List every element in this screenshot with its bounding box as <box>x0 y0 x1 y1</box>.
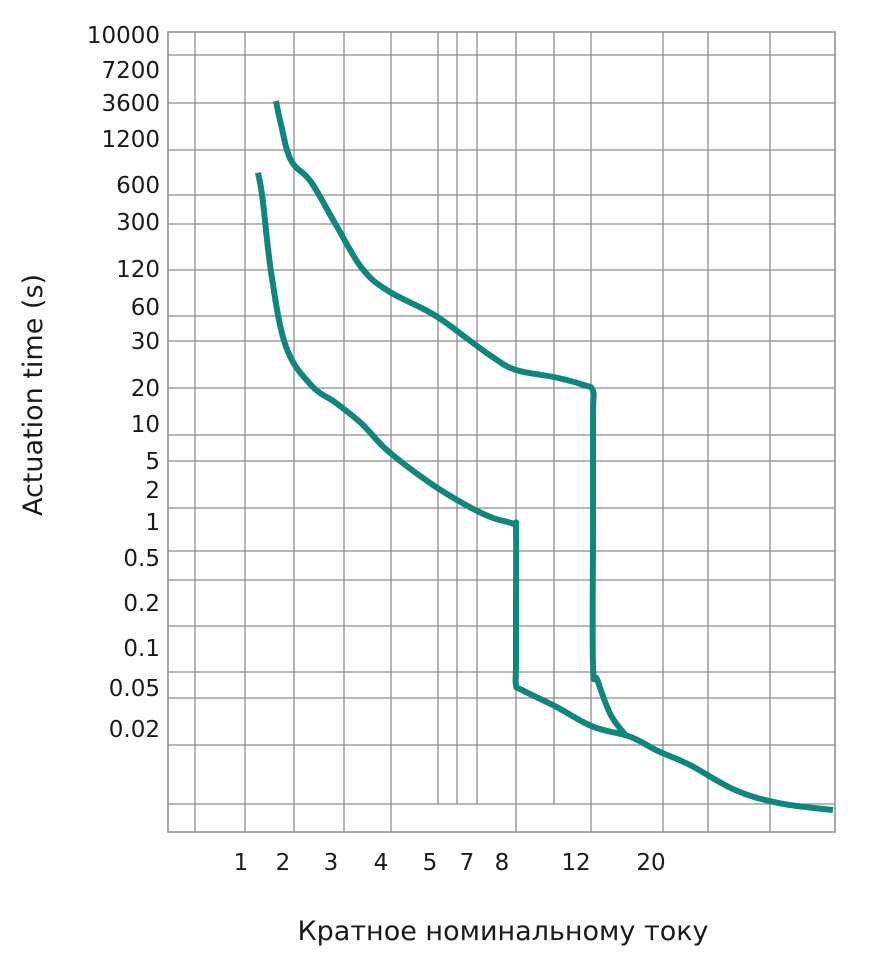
y-tick-label: 1 <box>145 510 160 536</box>
x-tick-label: 5 <box>423 850 438 876</box>
y-tick-label: 2 <box>145 478 160 504</box>
upper-trip-curve <box>273 100 630 739</box>
y-tick-label: 5 <box>145 449 160 475</box>
x-tick-label: 12 <box>561 850 590 876</box>
x-tick-label: 3 <box>324 850 339 876</box>
y-tick-label: 60 <box>131 295 160 321</box>
x-tick-label: 4 <box>374 850 389 876</box>
y-tick-label: 0.02 <box>109 717 160 743</box>
y-tick-label: 0.05 <box>109 676 160 702</box>
x-tick-label: 2 <box>276 850 291 876</box>
y-tick-label: 120 <box>116 257 160 283</box>
y-tick-label: 600 <box>116 173 160 199</box>
y-tick-label: 10000 <box>87 23 160 49</box>
grid-lines <box>168 32 835 832</box>
y-tick-label: 0.2 <box>123 591 160 617</box>
y-tick-label: 10 <box>131 412 160 438</box>
x-axis-title: Кратное номинальному току <box>297 916 708 947</box>
y-tick-label: 3600 <box>101 91 160 117</box>
lower-trip-curve <box>255 172 834 813</box>
y-tick-label: 1200 <box>101 127 160 153</box>
y-tick-label: 300 <box>116 210 160 236</box>
y-tick-label: 20 <box>131 376 160 402</box>
x-tick-label: 20 <box>636 850 665 876</box>
x-tick-labels: 1 2 3 4 5 7 8 12 20 <box>234 850 666 876</box>
y-axis-title: Actuation time (s) <box>18 274 49 516</box>
y-tick-labels: 10000 7200 3600 1200 600 300 120 60 30 20 10 5 2 1 0.5… <box>87 23 160 743</box>
curve-layer <box>255 100 834 813</box>
y-tick-label: 0.1 <box>123 636 160 662</box>
x-tick-label: 7 <box>460 850 475 876</box>
y-tick-label: 0.5 <box>123 546 160 572</box>
x-tick-label: 1 <box>234 850 249 876</box>
y-tick-label: 30 <box>131 329 160 355</box>
x-tick-label: 8 <box>495 850 510 876</box>
plot-frame <box>167 31 836 833</box>
y-tick-label: 7200 <box>101 58 160 84</box>
